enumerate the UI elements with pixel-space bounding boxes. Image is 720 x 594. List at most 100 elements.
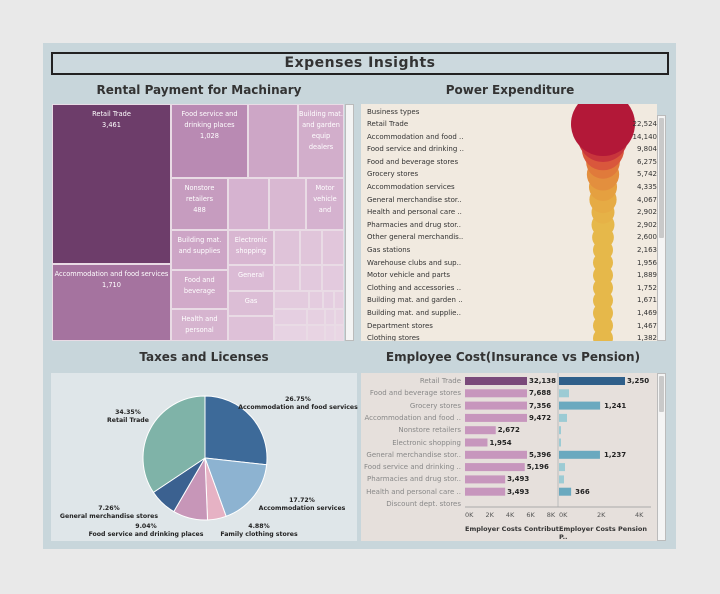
employee-row[interactable]: Pharmacies and drug stor.. 3,493 — [361, 473, 657, 485]
tile-unlabeled[interactable] — [323, 291, 334, 309]
employee-row[interactable]: Food and beverage stores 7,688 — [361, 387, 657, 399]
tile-unlabeled[interactable] — [335, 325, 344, 341]
employee-scrollbar[interactable] — [657, 373, 666, 541]
pen-bar[interactable] — [559, 401, 601, 410]
tile-building-supplies[interactable]: Building mat. and supplies — [171, 230, 228, 270]
rental-title: Rental Payment for Machinary — [96, 83, 302, 97]
power-row[interactable]: Gas stations 2,163 — [367, 244, 657, 256]
tile-health-personal[interactable]: Health and personal — [171, 309, 228, 341]
ins-bar[interactable] — [465, 377, 527, 385]
power-row[interactable]: Grocery stores 5,742 — [367, 168, 657, 180]
employee-row[interactable]: Grocery stores 7,356 1,241 — [361, 400, 657, 412]
tile-unlabeled[interactable] — [274, 291, 309, 309]
tile-unlabeled[interactable] — [269, 178, 306, 230]
tile-building-garden[interactable]: Building mat. and garden equip dealers — [298, 104, 344, 178]
power-row[interactable]: Health and personal care .. 2,902 — [367, 206, 657, 218]
ins-bar[interactable] — [465, 413, 527, 422]
pie-slice[interactable] — [142, 395, 206, 494]
ins-bar[interactable] — [465, 426, 496, 435]
tile-unlabeled[interactable] — [228, 316, 274, 341]
tile-food-service[interactable]: Food service and drinking places 1,028 — [171, 104, 248, 178]
power-row[interactable]: Clothing and accessories .. 1,752 — [367, 282, 657, 294]
pen-bar[interactable] — [559, 389, 569, 398]
power-row[interactable]: General merchandise stor.. 4,067 — [367, 194, 657, 206]
pie-label-food-service: 9.04% Food service and drinking places — [71, 523, 221, 539]
employee-row-name: Food service and drinking .. — [364, 463, 461, 472]
taxes-panel: 26.75% Accommodation and food services 17… — [51, 373, 358, 541]
power-row[interactable]: Clothing stores 1,382 — [367, 332, 657, 341]
ins-bar[interactable] — [465, 438, 488, 447]
power-row[interactable]: Retail Trade 22,524 — [367, 118, 657, 130]
tile-unlabeled[interactable] — [307, 309, 325, 325]
power-row-value: 6,275 — [636, 157, 657, 166]
tile-accommodation-food[interactable]: Accommodation and food services 1,710 — [52, 264, 171, 341]
employee-scroll-thumb[interactable] — [659, 376, 664, 412]
power-row[interactable]: Motor vehicle and parts 1,889 — [367, 269, 657, 281]
power-row[interactable]: Warehouse clubs and sup.. 1,956 — [367, 257, 657, 269]
tile-unlabeled[interactable] — [334, 291, 344, 309]
power-scrollbar[interactable] — [657, 115, 666, 341]
employee-row[interactable]: General merchandise stor.. 5,396 1,237 — [361, 449, 657, 461]
tile-unlabeled[interactable] — [325, 309, 335, 325]
tile-unlabeled[interactable] — [300, 265, 322, 291]
pen-bar[interactable] — [559, 377, 625, 385]
tile-motor-vehicle[interactable]: Motor vehicle and — [306, 178, 344, 230]
tile-general[interactable]: General — [228, 265, 274, 291]
power-row[interactable]: Department stores 1,467 — [367, 320, 657, 332]
tile-unlabeled[interactable] — [248, 104, 298, 178]
ins-tick-label: 0K — [465, 511, 474, 519]
tile-unlabeled[interactable] — [300, 230, 322, 265]
ins-bar[interactable] — [465, 475, 506, 484]
pen-bar[interactable] — [559, 463, 565, 472]
employee-row[interactable]: Discount dept. stores — [361, 498, 657, 510]
power-row[interactable]: Other general merchandis.. 2,600 — [367, 231, 657, 243]
ins-bar[interactable] — [465, 401, 527, 410]
tile-unlabeled[interactable] — [309, 291, 323, 309]
tile-unlabeled[interactable] — [325, 325, 335, 341]
tile-food-beverage[interactable]: Food and beverage — [171, 270, 228, 309]
tile-nonstore[interactable]: Nonstore retailers 488 — [171, 178, 228, 230]
power-row-name: Retail Trade — [367, 120, 409, 128]
pen-bar[interactable] — [559, 450, 600, 459]
pie-slice[interactable] — [204, 457, 268, 517]
pen-bar[interactable] — [559, 413, 567, 422]
power-row[interactable]: Accommodation and food .. 14,140 — [367, 131, 657, 143]
power-bubble[interactable] — [571, 104, 635, 156]
rental-scrollbar[interactable] — [345, 104, 354, 341]
tile-unlabeled[interactable] — [335, 309, 344, 325]
power-row[interactable]: Accommodation services 4,335 — [367, 181, 657, 193]
power-row[interactable]: Building mat. and supplie.. 1,469 — [367, 307, 657, 319]
power-row[interactable]: Food and beverage stores 6,275 — [367, 156, 657, 168]
tile-value: 488 — [193, 206, 206, 214]
power-row[interactable]: Food service and drinking .. 9,804 — [367, 143, 657, 155]
employee-row[interactable]: Food service and drinking .. 5,196 — [361, 461, 657, 473]
pen-bar[interactable] — [559, 487, 572, 496]
power-row[interactable]: Building mat. and garden .. 1,671 — [367, 294, 657, 306]
ins-bar[interactable] — [465, 463, 525, 472]
tile-unlabeled[interactable] — [228, 178, 269, 230]
tile-gas[interactable]: Gas — [228, 291, 274, 316]
pen-bar[interactable] — [559, 438, 561, 447]
pie-slice[interactable] — [204, 395, 268, 466]
employee-row[interactable]: Retail Trade 32,138 3,250 — [361, 375, 657, 387]
ins-bar[interactable] — [465, 487, 506, 496]
tile-unlabeled[interactable] — [274, 325, 307, 341]
tile-unlabeled[interactable] — [322, 230, 344, 265]
tile-unlabeled[interactable] — [274, 309, 307, 325]
tile-unlabeled[interactable] — [274, 265, 300, 291]
ins-bar[interactable] — [465, 389, 527, 398]
tile-retail-trade[interactable]: Retail Trade 3,461 — [52, 104, 171, 264]
tile-electronic-shopping[interactable]: Electronic shopping — [228, 230, 274, 265]
tile-unlabeled[interactable] — [307, 325, 325, 341]
pen-bar[interactable] — [559, 475, 564, 484]
tile-unlabeled[interactable] — [274, 230, 300, 265]
power-row[interactable]: Pharmacies and drug stor.. 2,902 — [367, 219, 657, 231]
employee-row[interactable]: Nonstore retailers 2,672 — [361, 424, 657, 436]
employee-row[interactable]: Health and personal care .. 3,493 366 — [361, 486, 657, 498]
ins-bar[interactable] — [465, 450, 527, 459]
power-scroll-thumb[interactable] — [659, 118, 664, 238]
employee-row[interactable]: Electronic shopping 1,954 — [361, 437, 657, 449]
employee-row[interactable]: Accommodation and food .. 9,472 — [361, 412, 657, 424]
pen-bar[interactable] — [559, 426, 561, 435]
tile-unlabeled[interactable] — [322, 265, 344, 291]
